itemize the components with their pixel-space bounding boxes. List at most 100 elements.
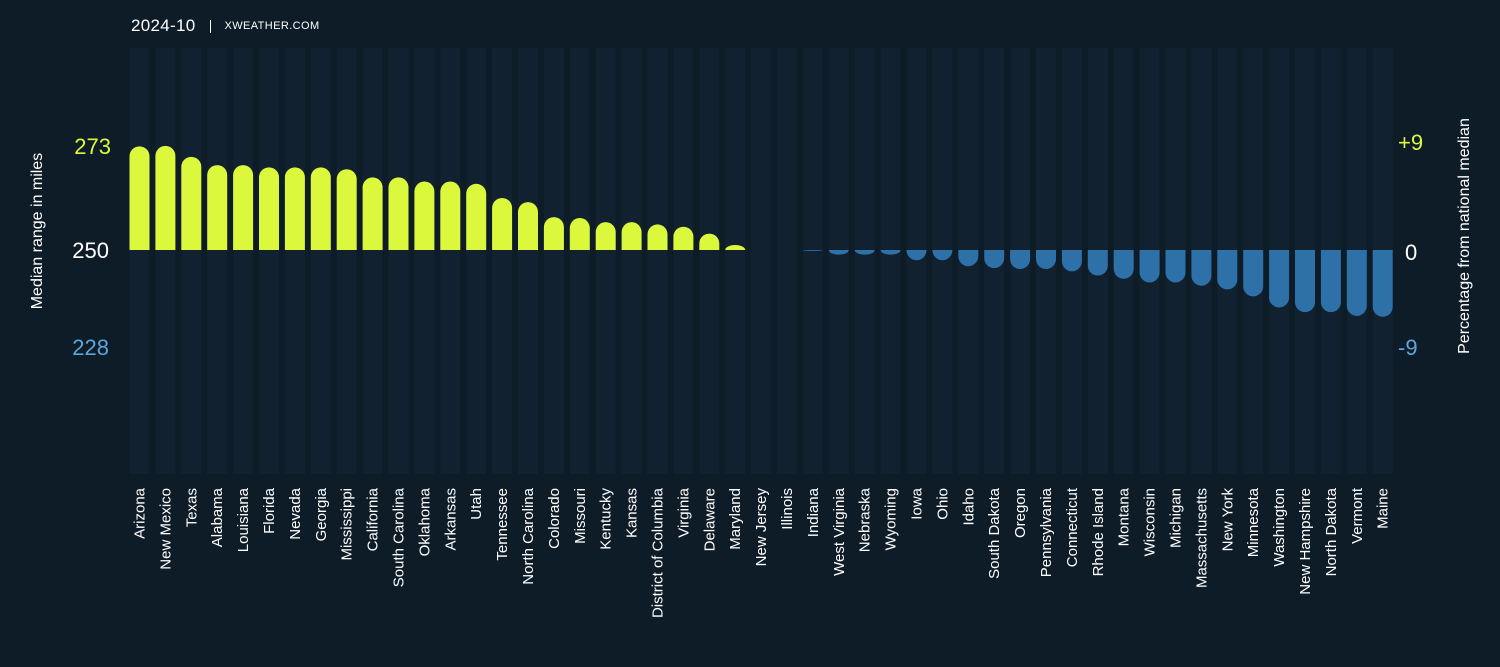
column-band-nebraska: [854, 48, 875, 474]
bar-iowa: [906, 250, 927, 261]
category-label-kansas: Kansas: [624, 488, 641, 538]
bar-pennsylvania: [1036, 250, 1056, 270]
category-label-idaho: Idaho: [960, 488, 977, 526]
category-label-utah: Utah: [468, 488, 485, 520]
category-label-texas: Texas: [183, 488, 200, 527]
bar-montana: [1113, 250, 1134, 279]
column-band-colorado: [543, 48, 564, 474]
category-label-new-jersey: New Jersey: [753, 488, 770, 567]
category-label-arizona: Arizona: [132, 487, 149, 539]
bar-alabama: [207, 165, 228, 250]
bar-oregon: [1010, 250, 1031, 270]
date-label: 2024-10: [131, 16, 196, 35]
column-band-west-virginia: [828, 48, 849, 474]
category-label-colorado: Colorado: [546, 488, 563, 549]
category-label-illinois: Illinois: [779, 488, 796, 530]
category-label-west-virginia: West Virginia: [831, 487, 848, 575]
column-band-new-mexico: [155, 48, 176, 474]
bar-indiana: [802, 250, 823, 251]
bar-tennessee: [492, 197, 513, 250]
bar-mississippi: [336, 169, 357, 250]
category-label-new-mexico: New Mexico: [157, 488, 174, 570]
column-band-louisiana: [233, 48, 254, 474]
category-label-kentucky: Kentucky: [598, 488, 615, 550]
category-label-florida: Florida: [261, 487, 278, 534]
category-label-tennessee: Tennessee: [494, 488, 511, 561]
category-label-south-carolina: South Carolina: [391, 487, 408, 587]
bar-new-hampshire: [1295, 250, 1315, 313]
bar-vermont: [1346, 250, 1367, 316]
y-axis-title: Median range in miles: [29, 153, 46, 310]
category-label-district-of-columbia: District of Columbia: [650, 487, 667, 618]
category-label-south-dakota: South Dakota: [986, 487, 1003, 579]
bar-delaware: [699, 233, 720, 250]
column-bands: [129, 48, 1393, 474]
category-label-oklahoma: Oklahoma: [416, 487, 433, 556]
bar-arkansas: [440, 181, 461, 250]
category-label-maryland: Maryland: [727, 488, 744, 550]
bar-california: [362, 177, 383, 250]
category-label-nebraska: Nebraska: [857, 487, 874, 552]
column-band-district-of-columbia: [647, 48, 668, 474]
category-label-indiana: Indiana: [805, 487, 822, 537]
bar-georgia: [310, 167, 331, 250]
category-label-montana: Montana: [1116, 487, 1133, 546]
category-label-alabama: Alabama: [209, 487, 226, 547]
bar-missouri: [569, 218, 590, 250]
bar-michigan: [1165, 250, 1186, 283]
bar-minnesota: [1243, 250, 1264, 297]
category-label-pennsylvania: Pennsylvania: [1038, 487, 1055, 577]
column-band-alabama: [207, 48, 228, 474]
bar-nebraska: [854, 250, 875, 255]
category-label-vermont: Vermont: [1349, 487, 1366, 544]
bar-colorado: [543, 217, 564, 250]
category-label-wyoming: Wyoming: [883, 488, 900, 550]
bar-virginia: [673, 226, 694, 250]
category-labels: Arizona New Mexico Texas Alabama Louisiana Fl…: [132, 487, 1392, 618]
bar-wyoming: [880, 250, 901, 255]
bar-maryland: [725, 244, 746, 250]
left-tick-low: 228: [72, 335, 109, 360]
column-band-texas: [181, 48, 202, 474]
right-tick-baseline: 0: [1405, 240, 1417, 265]
column-band-iowa: [906, 48, 927, 474]
bar-wisconsin: [1139, 250, 1160, 283]
bar-florida: [259, 167, 279, 250]
bar-new-mexico: [155, 145, 176, 250]
category-label-washington: Washington: [1271, 488, 1288, 567]
bar-kentucky: [595, 222, 616, 250]
column-band-arizona: [129, 48, 150, 474]
column-band-north-carolina: [518, 48, 538, 474]
header-separator: [209, 19, 211, 33]
bars: [129, 145, 1393, 317]
category-label-oregon: Oregon: [1012, 488, 1029, 538]
category-label-nevada: Nevada: [287, 487, 304, 539]
bar-kansas: [621, 222, 642, 250]
category-label-michigan: Michigan: [1168, 488, 1185, 548]
bar-texas: [181, 156, 202, 250]
column-band-tennessee: [492, 48, 513, 474]
bar-north-carolina: [518, 202, 538, 250]
column-band-utah: [466, 48, 487, 474]
category-label-massachusetts: Massachusetts: [1193, 488, 1210, 588]
column-band-florida: [259, 48, 279, 474]
bar-utah: [466, 183, 487, 250]
category-label-north-dakota: North Dakota: [1323, 487, 1340, 576]
category-label-georgia: Georgia: [313, 487, 330, 541]
column-band-indiana: [802, 48, 823, 474]
y2-axis-title: Percentage from national median: [1456, 118, 1473, 354]
column-band-kentucky: [595, 48, 616, 474]
chart-header: 2024-10 XWEATHER.COM: [131, 16, 320, 36]
site-label: XWEATHER.COM: [224, 20, 320, 32]
category-label-wisconsin: Wisconsin: [1142, 488, 1159, 556]
column-band-south-carolina: [388, 48, 409, 474]
left-tick-high: 273: [74, 134, 111, 159]
column-band-maryland: [725, 48, 746, 474]
bar-district-of-columbia: [647, 224, 668, 250]
column-band-wyoming: [880, 48, 901, 474]
category-label-virginia: Virginia: [675, 487, 692, 537]
column-band-virginia: [673, 48, 694, 474]
bar-arizona: [129, 146, 150, 250]
column-band-illinois: [777, 48, 797, 474]
